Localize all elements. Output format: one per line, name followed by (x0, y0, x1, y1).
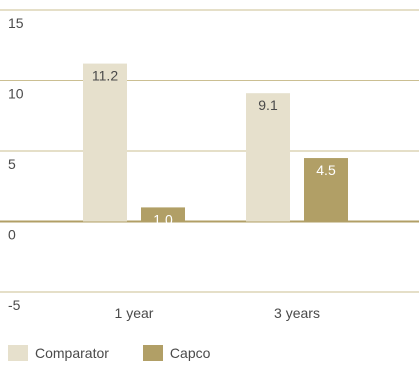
x-category-label: 1 year (115, 305, 154, 321)
y-tick-label: 0 (8, 227, 16, 243)
x-axis-categories: 1 year 3 years (115, 305, 320, 321)
data-label-capco-1: 1.0 (153, 211, 173, 227)
bar-capco-1 (141, 207, 185, 222)
legend-item-comparator: Comparator (8, 345, 109, 361)
y-tick-label: 15 (8, 15, 24, 31)
bar-comparator-2 (246, 93, 290, 222)
data-label-comparator-1: 11.2 (92, 68, 118, 84)
data-label-capco-2: 4.5 (316, 162, 336, 178)
data-labels: 11.2 1.0 9.1 4.5 (92, 68, 336, 228)
y-tick-label: 10 (8, 86, 24, 102)
bar-chart: 11.2 1.0 9.1 4.5 15 10 5 0 -5 1 year 3 years (0, 9, 419, 321)
legend-swatch-capco (142, 345, 163, 361)
legend-swatch-comparator (8, 345, 28, 361)
y-tick-label: -5 (8, 297, 21, 313)
bar-comparator-1 (83, 63, 127, 222)
legend-label-capco: Capco (169, 345, 211, 361)
y-axis-ticks: 15 10 5 0 -5 (8, 15, 24, 313)
bars (83, 63, 348, 222)
legend-item-capco: Capco (142, 345, 211, 361)
gridlines (0, 9, 419, 293)
x-category-label: 3 years (274, 305, 320, 321)
legend-label-comparator: Comparator (35, 345, 109, 361)
legend: Comparator Capco (8, 345, 244, 361)
bar-capco-2 (304, 158, 348, 222)
y-tick-label: 5 (8, 156, 16, 172)
data-label-comparator-2: 9.1 (258, 97, 278, 113)
